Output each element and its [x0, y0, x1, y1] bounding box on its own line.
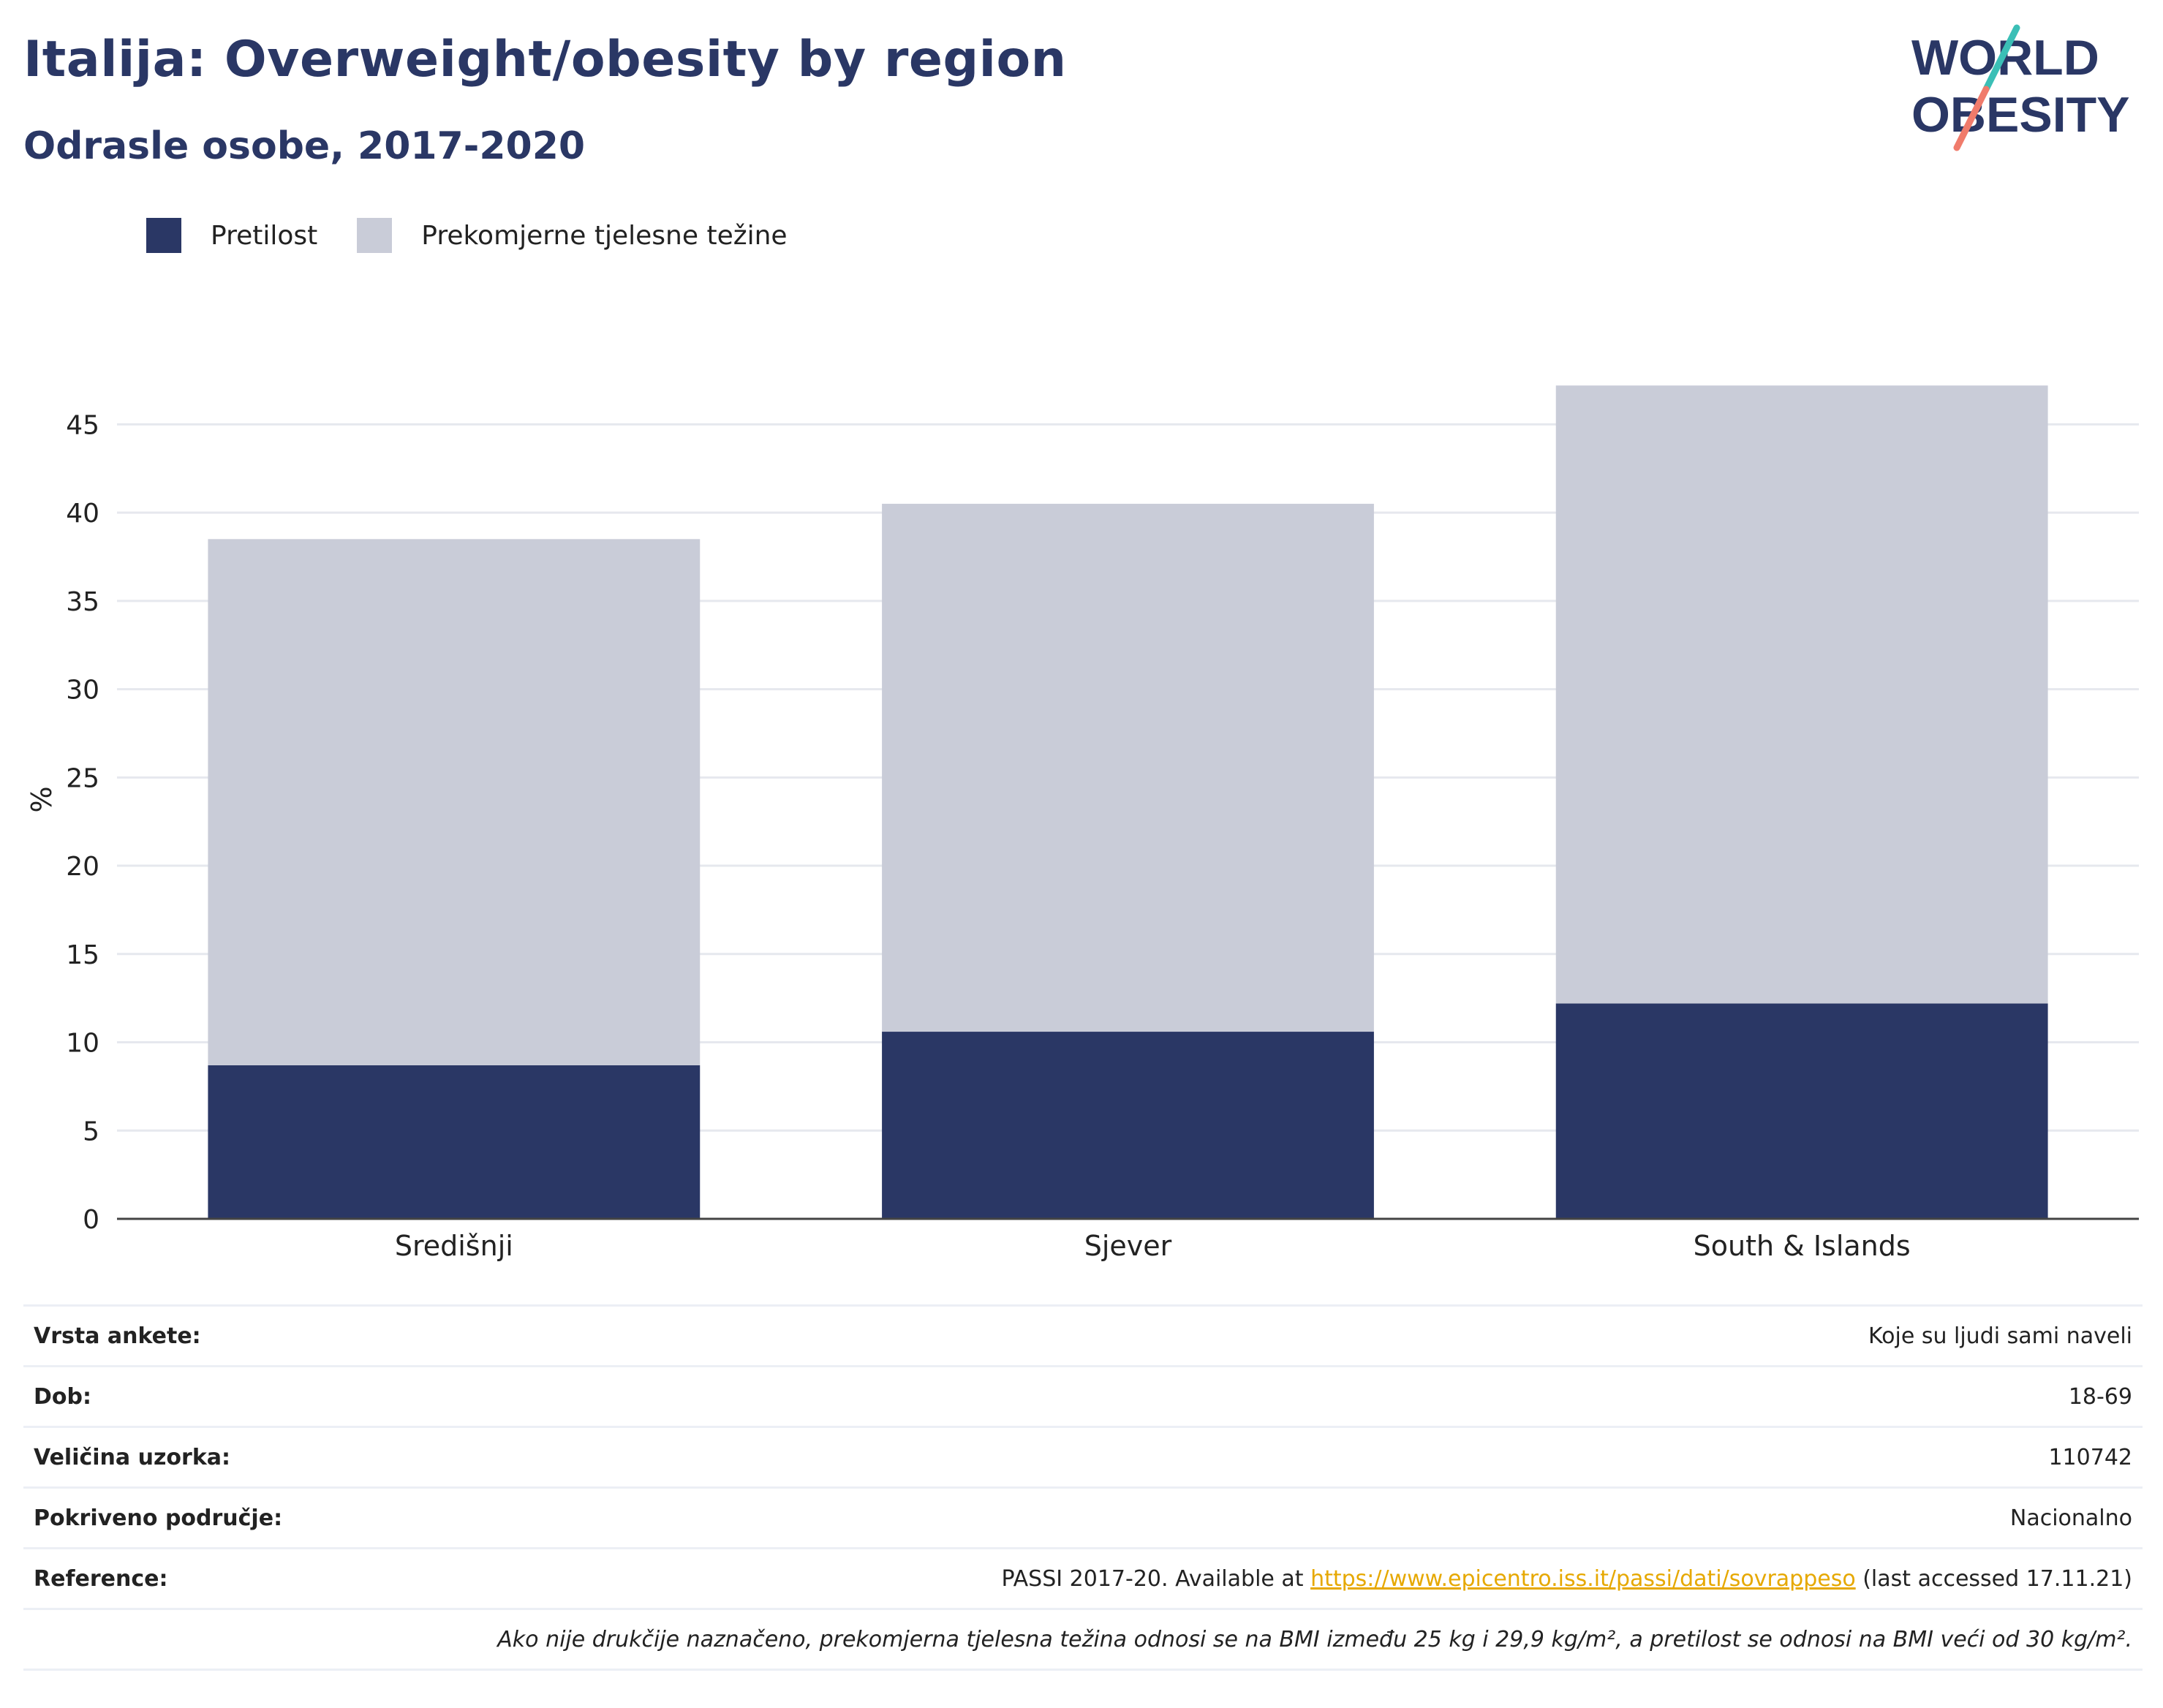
info-label: Dob:: [34, 1383, 91, 1410]
info-row-sample-size: Veličina uzorka: 110742: [23, 1428, 2143, 1489]
logo-slash-coral: [1953, 86, 1990, 151]
survey-info-table: Vrsta ankete: Koje su ljudi sami naveli …: [23, 1304, 2143, 1671]
stacked-bar-chart: 0 5 10 15 20 25 30 35 40 45% Središnji Sjever South …: [26, 385, 2139, 1262]
reference-link[interactable]: https://www.epicentro.iss.it/passi/dati/…: [1310, 1565, 1856, 1592]
info-row-coverage: Pokriveno područje: Nacionalno: [23, 1489, 2143, 1549]
legend-swatch-obesity: [146, 218, 181, 253]
definition-note: Ako nije drukčije naznačeno, prekomjerna…: [23, 1610, 2143, 1671]
x-tick-label: Sjever: [1084, 1230, 1172, 1262]
y-tick-label: 30: [66, 676, 99, 706]
x-tick-label: Središnji: [395, 1230, 513, 1262]
legend-item-overweight[interactable]: Prekomjerne tjelesne težine: [357, 218, 788, 253]
y-tick-label: 15: [66, 940, 99, 970]
info-label: Pokriveno područje:: [34, 1505, 283, 1531]
y-tick-label: 10: [66, 1029, 99, 1059]
info-value: 18-69: [2068, 1383, 2132, 1410]
reference-suffix: (last accessed 17.11.21): [1855, 1565, 2132, 1592]
info-label: Reference:: [34, 1565, 168, 1592]
world-obesity-logo: WORLD OBESITY: [1911, 24, 2130, 151]
chart-legend: Pretilost Prekomjerne tjelesne težine: [146, 216, 827, 255]
info-row-age: Dob: 18-69: [23, 1367, 2143, 1428]
bar-overweight-2: [1555, 385, 2048, 1004]
info-value: Nacionalno: [2009, 1505, 2132, 1531]
legend-label-overweight: Prekomjerne tjelesne težine: [421, 220, 788, 251]
y-tick-label: 0: [83, 1205, 99, 1235]
y-tick-label: 5: [83, 1116, 99, 1146]
chart-title: Italija: Overweight/obesity by region: [23, 31, 1067, 88]
info-label: Vrsta ankete:: [34, 1323, 201, 1349]
y-tick-label: 25: [66, 763, 99, 793]
y-tick-label: 20: [66, 852, 99, 882]
info-value: 110742: [2048, 1444, 2132, 1470]
reference-value: PASSI 2017-20. Available at https://www.…: [1001, 1566, 2132, 1592]
info-row-reference: Reference: PASSI 2017-20. Available at h…: [23, 1549, 2143, 1610]
bar-overweight-0: [208, 539, 701, 1065]
reference-prefix: PASSI 2017-20. Available at: [1001, 1565, 1311, 1592]
bar-obesity-1: [882, 1032, 1374, 1219]
legend-item-obesity[interactable]: Pretilost: [146, 218, 317, 253]
logo-line2: OBESITY: [1911, 87, 2130, 143]
legend-swatch-overweight: [357, 218, 393, 253]
legend-label-obesity: Pretilost: [211, 220, 318, 251]
bar-obesity-0: [208, 1065, 701, 1219]
y-tick-label: 40: [66, 499, 99, 529]
chart-subtitle: Odrasle osobe, 2017-2020: [23, 124, 586, 168]
info-row-survey-type: Vrsta ankete: Koje su ljudi sami naveli: [23, 1307, 2143, 1367]
logo-slash-teal: [1982, 24, 2020, 93]
bar-obesity-2: [1555, 1003, 2048, 1219]
y-tick-label: 45: [66, 410, 99, 440]
info-value: Koje su ljudi sami naveli: [1868, 1323, 2132, 1349]
y-tick-label: 35: [66, 587, 99, 617]
y-axis-label: %: [26, 786, 58, 812]
info-label: Veličina uzorka:: [34, 1444, 231, 1470]
x-tick-label: South & Islands: [1694, 1230, 1911, 1262]
bar-overweight-1: [882, 504, 1374, 1032]
note-text: Ako nije drukčije naznačeno, prekomjerna…: [497, 1626, 2132, 1652]
